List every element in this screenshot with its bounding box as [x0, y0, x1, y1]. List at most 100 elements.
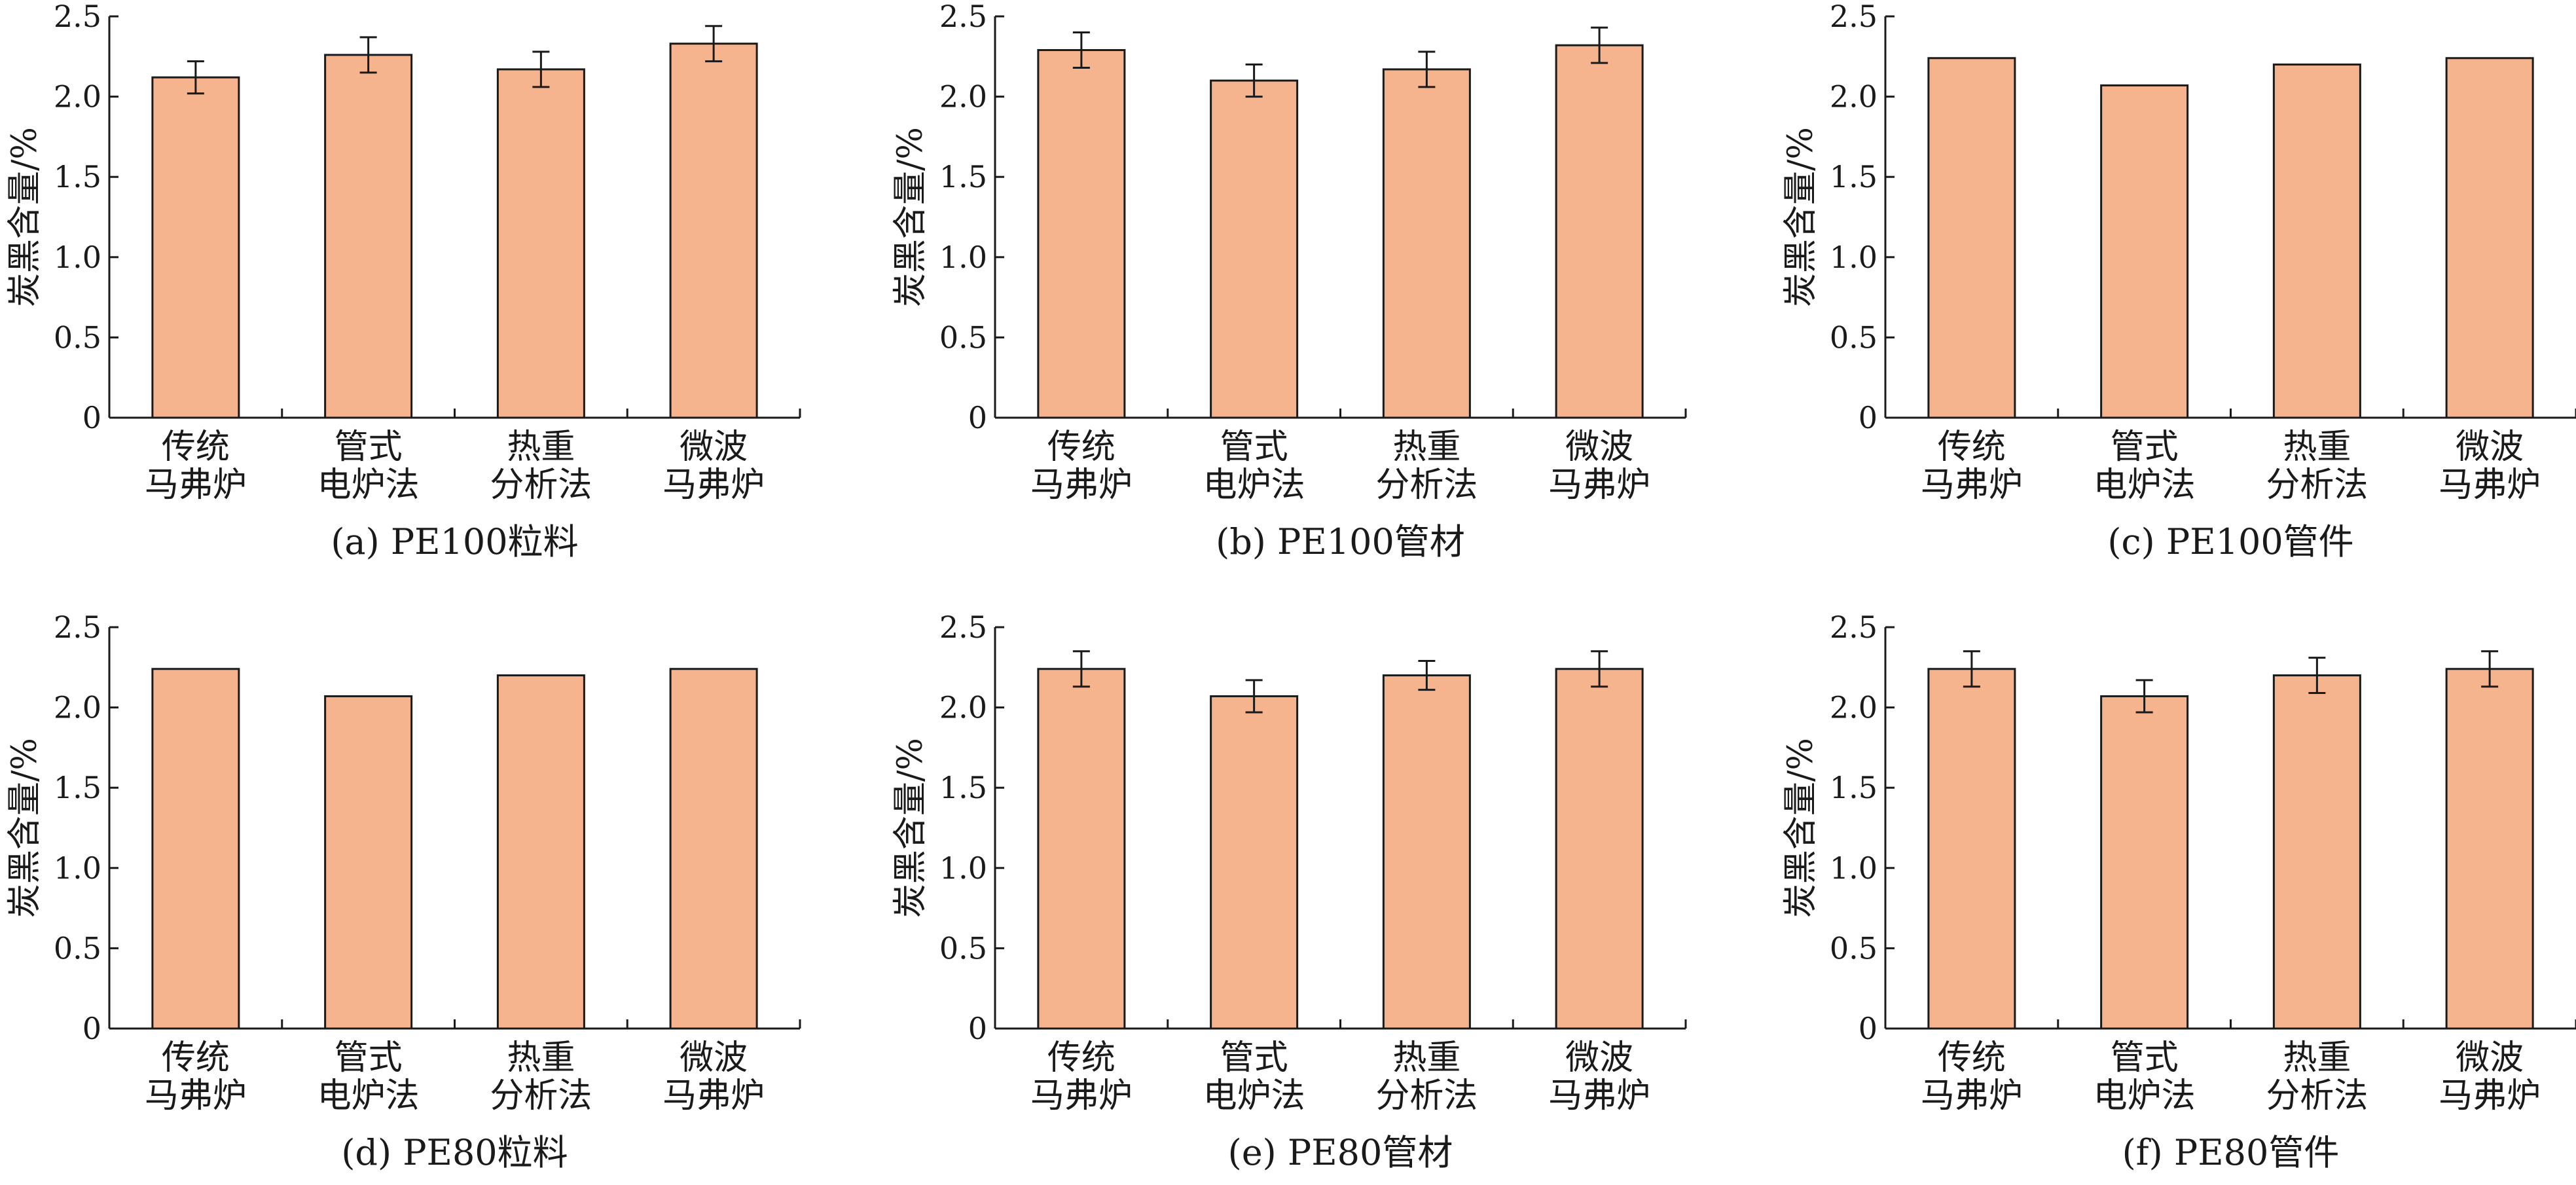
bar [2445, 57, 2534, 419]
y-tick-label: 2.5 [1830, 610, 1878, 645]
y-tick-label: 0 [968, 400, 987, 435]
y-tick-label: 0 [1859, 1011, 1878, 1046]
category-label: 管式 [1220, 1038, 1288, 1078]
bar [2272, 674, 2361, 1030]
category-label: 马弗炉 [145, 465, 247, 505]
category-label: 分析法 [490, 1076, 592, 1116]
y-tick-label: 0.5 [54, 319, 101, 355]
y-tick-label: 1.0 [54, 850, 101, 886]
panel-caption: (d) PE80粒料 [341, 1132, 568, 1173]
bar [496, 674, 585, 1030]
y-tick-label: 2.5 [939, 610, 987, 645]
category-label: 传统 [162, 428, 230, 467]
category-label: 分析法 [490, 465, 592, 505]
bar [669, 43, 758, 419]
category-label: 管式 [2111, 428, 2179, 467]
y-tick-label: 0.5 [939, 930, 987, 966]
panel-caption: (f) PE80管件 [2122, 1132, 2340, 1173]
y-tick-label: 0 [82, 400, 101, 435]
y-tick-label: 1.0 [1830, 240, 1878, 275]
bar [669, 668, 758, 1030]
category-label: 分析法 [1375, 465, 1478, 505]
y-tick-label: 1.5 [1830, 770, 1878, 805]
panel-caption: (b) PE100管材 [1216, 521, 1465, 562]
bar [2445, 668, 2534, 1030]
category-label: 热重 [1392, 428, 1460, 467]
y-tick-label: 1.5 [54, 770, 101, 805]
bar [324, 695, 413, 1030]
panel-caption: (c) PE100管件 [2107, 521, 2353, 562]
panel-caption: (a) PE100粒料 [331, 521, 578, 562]
category-label: 传统 [1938, 428, 2006, 467]
category-label: 热重 [507, 428, 575, 467]
category-label: 马弗炉 [2439, 465, 2541, 505]
y-tick-label: 1.0 [939, 850, 987, 886]
y-tick-label: 1.5 [1830, 159, 1878, 194]
y-tick-label: 2.5 [1830, 0, 1878, 34]
bar [151, 668, 240, 1030]
bar [324, 54, 413, 419]
y-axis-label: 炭黑含量/% [5, 738, 45, 918]
category-label: 微波 [680, 428, 748, 467]
y-tick-label: 0.5 [939, 319, 987, 355]
y-axis-label: 炭黑含量/% [891, 127, 930, 307]
y-tick-label: 0 [968, 1011, 987, 1046]
category-label: 电炉法 [2094, 465, 2196, 505]
category-label: 电炉法 [2094, 1076, 2196, 1116]
category-label: 马弗炉 [662, 1076, 765, 1116]
category-label: 管式 [335, 1038, 403, 1078]
y-tick-label: 2.0 [1830, 79, 1878, 115]
category-label: 微波 [1565, 1038, 1633, 1078]
bar [2100, 695, 2189, 1030]
y-tick-label: 0 [1859, 400, 1878, 435]
y-axis-label: 炭黑含量/% [1781, 127, 1821, 307]
category-label: 微波 [680, 1038, 748, 1078]
category-label: 传统 [1938, 1038, 2006, 1078]
y-tick-label: 1.5 [54, 159, 101, 194]
category-label: 传统 [162, 1038, 230, 1078]
y-tick-label: 2.5 [54, 0, 101, 34]
category-label: 马弗炉 [145, 1076, 247, 1116]
category-label: 传统 [1047, 428, 1116, 467]
bar [1382, 68, 1471, 419]
category-label: 微波 [1565, 428, 1633, 467]
category-label: 热重 [507, 1038, 575, 1078]
category-label: 管式 [1220, 428, 1288, 467]
bar [1555, 44, 1644, 419]
bar [1037, 48, 1126, 419]
y-tick-label: 1.0 [1830, 850, 1878, 886]
y-axis-label: 炭黑含量/% [1781, 738, 1821, 918]
category-label: 分析法 [1375, 1076, 1478, 1116]
bar [496, 68, 585, 419]
category-label: 马弗炉 [1030, 1076, 1133, 1116]
y-tick-label: 0.5 [54, 930, 101, 966]
y-tick-label: 0.5 [1830, 930, 1878, 966]
bar [1037, 668, 1126, 1030]
y-tick-label: 2.5 [54, 610, 101, 645]
category-label: 热重 [2283, 1038, 2351, 1078]
y-tick-label: 2.0 [939, 690, 987, 725]
category-label: 电炉法 [1203, 1076, 1305, 1116]
category-label: 分析法 [2266, 465, 2368, 505]
category-label: 管式 [335, 428, 403, 467]
bar [151, 76, 240, 419]
category-label: 电炉法 [317, 1076, 420, 1116]
category-label: 传统 [1047, 1038, 1116, 1078]
bar [1382, 674, 1471, 1030]
y-axis-label: 炭黑含量/% [5, 127, 45, 307]
category-label: 电炉法 [317, 465, 420, 505]
y-tick-label: 1.5 [939, 770, 987, 805]
category-label: 分析法 [2266, 1076, 2368, 1116]
panel-caption: (e) PE80管材 [1228, 1132, 1453, 1173]
bar [1210, 695, 1299, 1030]
category-label: 马弗炉 [1548, 1076, 1650, 1116]
category-label: 电炉法 [1203, 465, 1305, 505]
y-tick-label: 1.5 [939, 159, 987, 194]
y-tick-label: 1.0 [54, 240, 101, 275]
y-tick-label: 0 [82, 1011, 101, 1046]
category-label: 热重 [2283, 428, 2351, 467]
bar [1927, 668, 2016, 1030]
